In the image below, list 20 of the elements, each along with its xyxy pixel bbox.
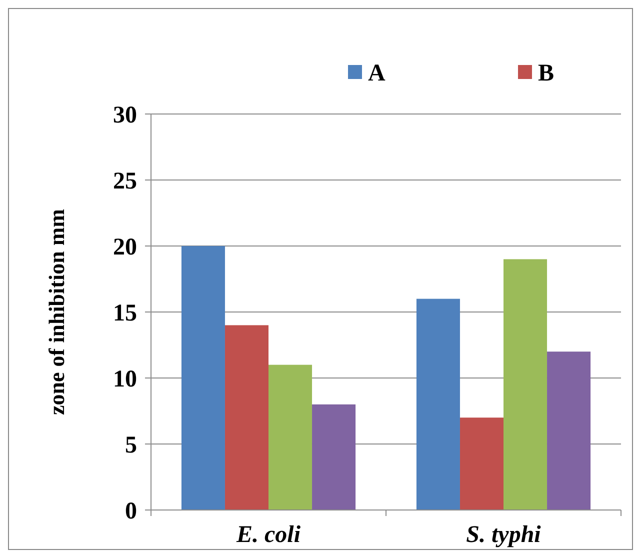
y-tick-label: 0	[125, 498, 137, 524]
y-tick-label: 10	[113, 366, 137, 392]
y-axis-title: zone of inhibition mm	[44, 209, 69, 415]
y-tick-label: 25	[113, 168, 137, 194]
bar	[504, 259, 548, 510]
y-tick-label: 30	[113, 102, 137, 128]
bar	[416, 298, 460, 510]
bar	[460, 418, 504, 510]
x-tick-label: S. typhi	[466, 522, 542, 548]
y-tick-label: 20	[113, 234, 137, 260]
legend-label: A	[368, 60, 386, 86]
legend-label: B	[538, 60, 554, 86]
y-tick-label: 5	[125, 432, 137, 458]
bar	[181, 246, 225, 510]
bar	[224, 325, 268, 510]
bar	[268, 364, 312, 510]
bar	[312, 404, 356, 510]
x-tick-label: E. coli	[236, 522, 301, 548]
bar	[547, 352, 591, 510]
y-tick-label: 15	[113, 300, 137, 326]
